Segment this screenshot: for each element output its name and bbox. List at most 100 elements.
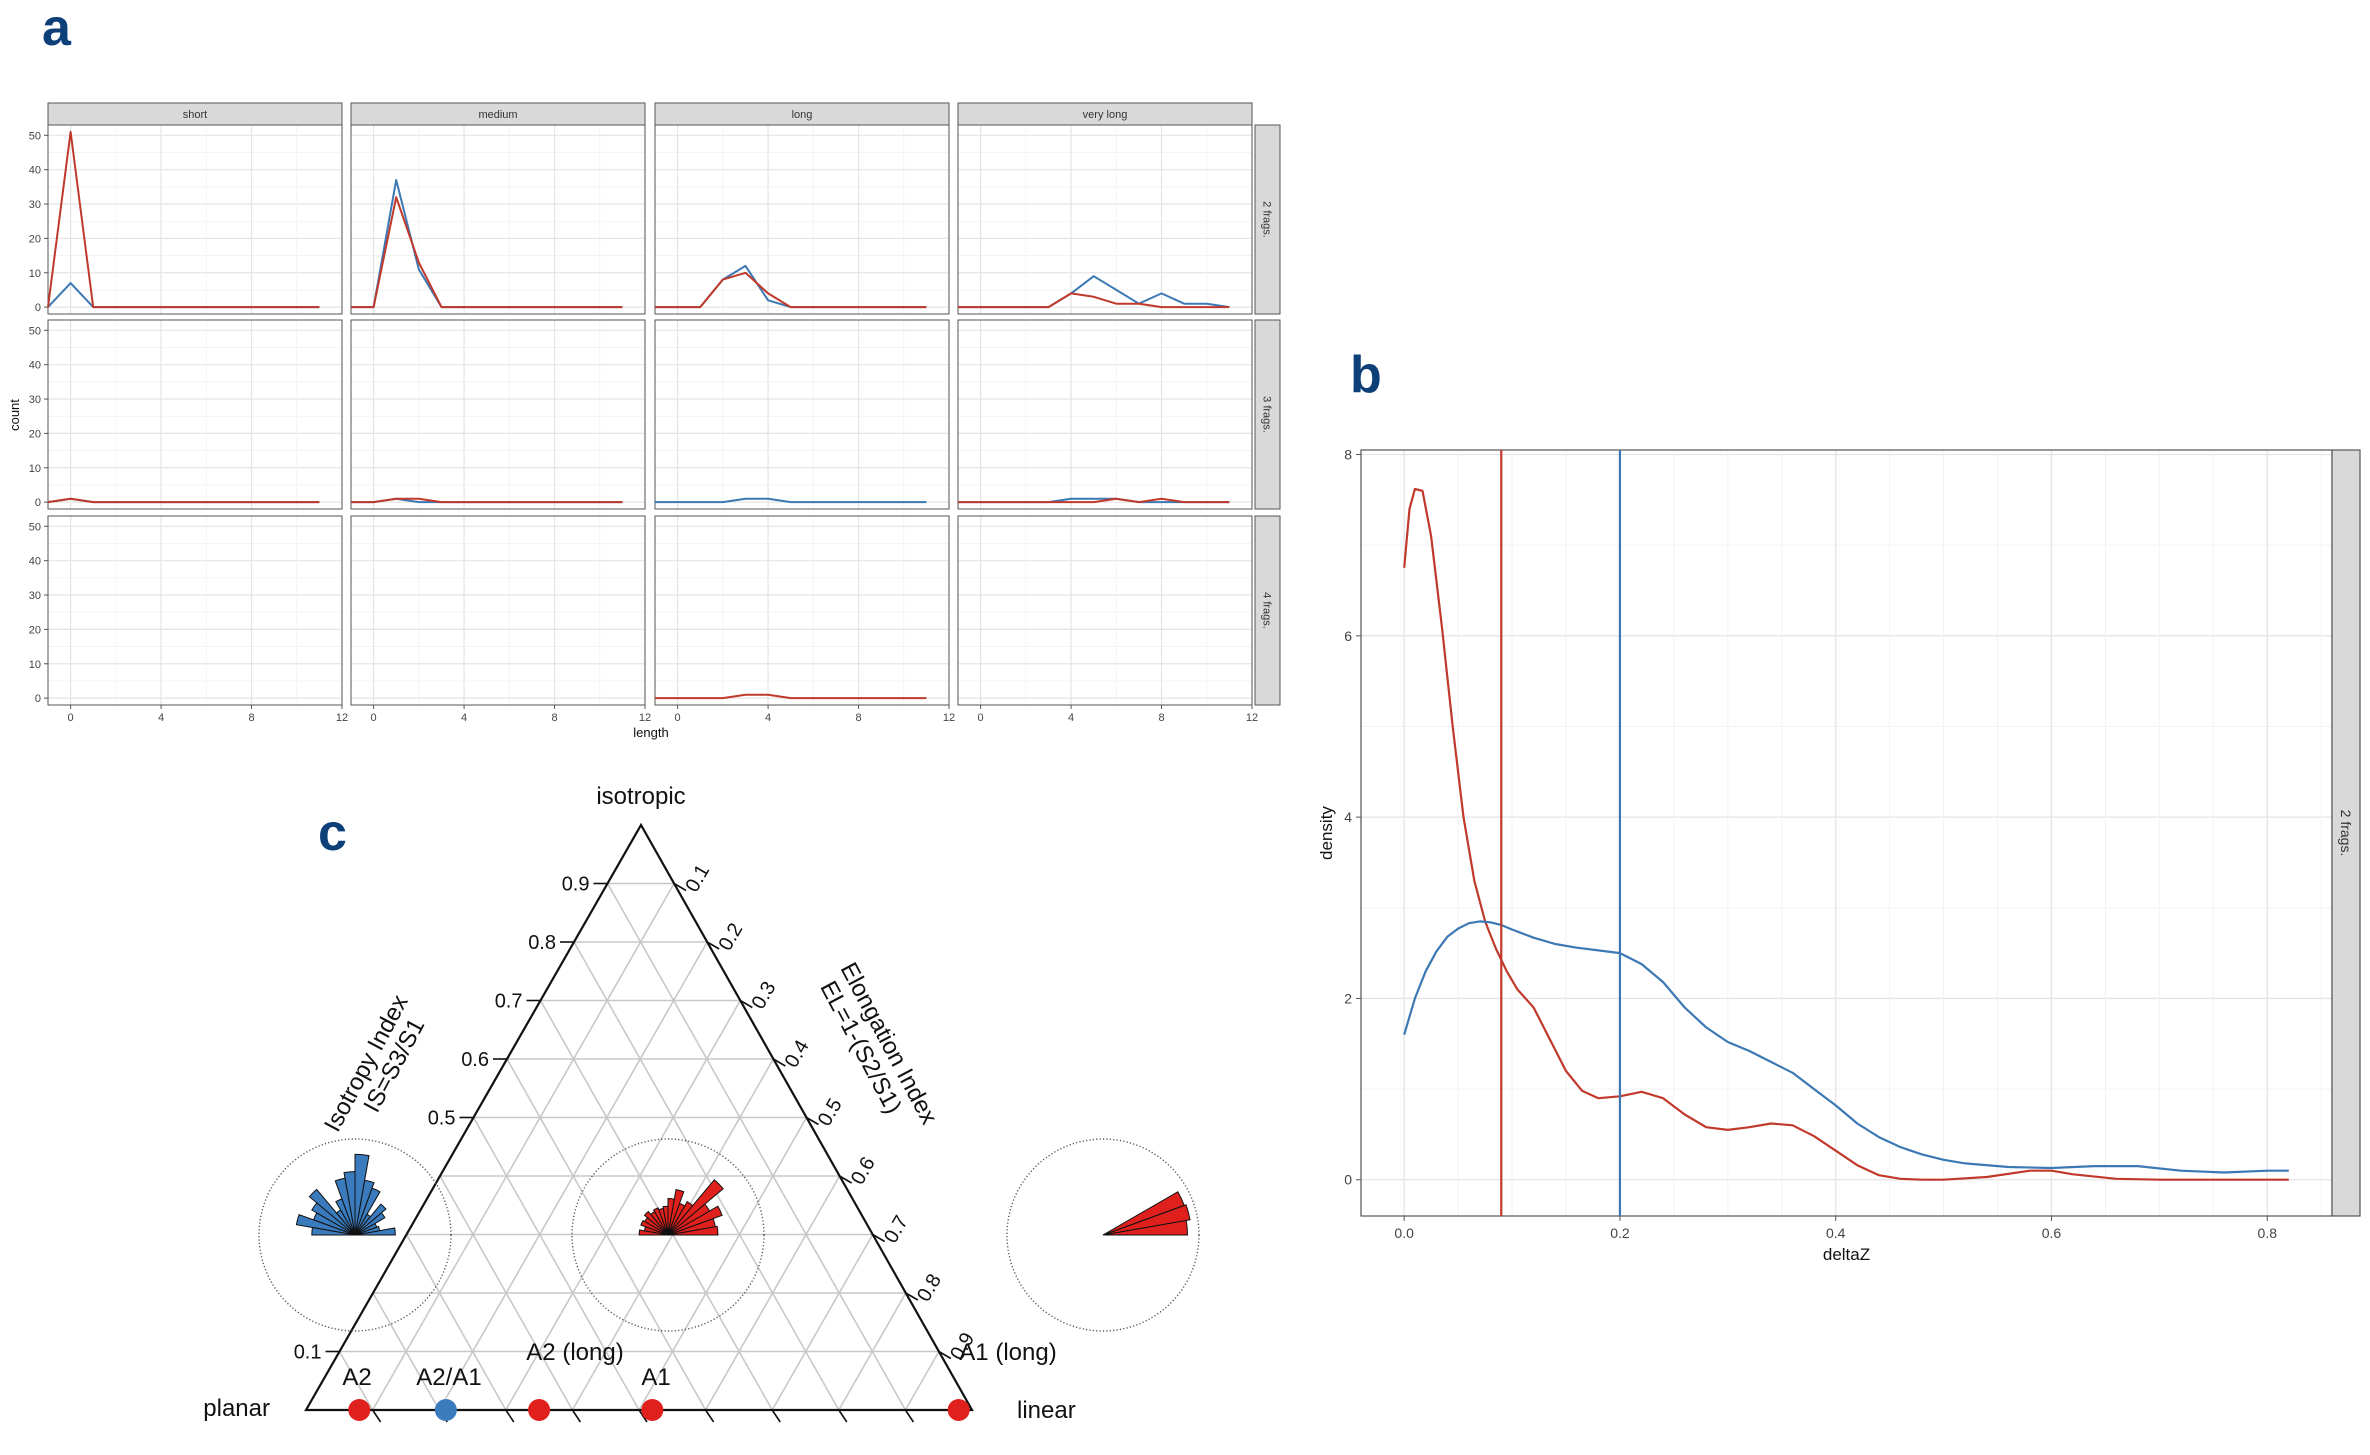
rose-petal [667,1189,685,1236]
right-axis-tick-label: 0.3 [748,978,781,1013]
facet-strip [2331,449,2361,1217]
bottom-axis-tick [638,1409,648,1423]
ternary-gridline [472,1117,640,1411]
y-tick-label: 10 [29,659,41,671]
ternary-gridline [338,1351,374,1411]
facet-strip [1254,515,1281,706]
ternary-gridline [904,1351,940,1411]
ternary-gridline [638,1117,808,1411]
x-tick-label: 8 [855,712,861,724]
y-tick-label: 0 [35,302,41,314]
y-tick-label: 0 [35,693,41,705]
rose-petal [1102,1191,1185,1236]
data-point-red [348,1399,371,1421]
rose-petal [354,1203,387,1236]
facet-border [654,319,950,510]
right-axis-tick [905,1292,919,1301]
right-axis-tick [872,1233,886,1243]
rose-petal [638,1229,669,1236]
x-tick-label: 8 [1158,712,1164,724]
ternary-gridline [539,1000,773,1411]
panel-letter-a: a [42,0,72,57]
y-tick-label: 50 [29,325,41,337]
series-line-red [351,497,623,504]
rose-outline [1006,1138,1200,1332]
facet-border [957,515,1253,706]
y-tick-label: 20 [29,624,41,636]
series-line-red [958,497,1230,504]
facet-border [654,124,950,315]
y-tick-label: 50 [29,521,41,533]
facet-strip-label: 2 frags. [2338,810,2354,857]
vertex-label-top: isotropic [596,783,685,810]
facet-border [350,515,646,706]
category-label: A2 (long) [526,1339,623,1366]
category-label: A2 [342,1364,371,1391]
y-tick-label: 30 [29,199,41,211]
right-axis-tick-label: 0.1 [681,861,714,896]
left-axis-tick-label: 0.7 [495,991,523,1013]
facet-strip-label: long [792,109,813,121]
series-line-red [655,271,927,309]
rose-petal [295,1213,356,1236]
rose-petal [667,1179,724,1236]
x-tick-label: 8 [248,712,254,724]
x-tick-label: 0.6 [2042,1225,2062,1241]
x-tick-label: 0.4 [1826,1225,1846,1241]
y-tick-label: 10 [29,463,41,475]
panel-letter-c: c [318,804,347,862]
ternary-gridline [505,1000,741,1411]
y-tick-label: 40 [29,165,41,177]
y-tick-label: 6 [1344,628,1352,644]
x-tick-label: 0 [675,712,681,724]
facet-panel [351,516,645,705]
facet-border [957,319,1253,510]
x-tick-label: 4 [461,712,467,724]
bottom-axis-tick [571,1409,582,1423]
facet-strip [1254,319,1281,510]
rose-outline [258,1138,452,1332]
series-line-red [958,292,1230,309]
facet-strip-label: very long [1083,109,1128,121]
ternary-gridline [838,1292,907,1411]
rose-petal [667,1205,723,1236]
x-tick-label: 0 [68,712,74,724]
x-tick-label: 0 [978,712,984,724]
bottom-axis-tick [505,1409,515,1423]
x-tick-label: 4 [158,712,164,724]
ternary-gridline [439,1175,574,1411]
x-tick-label: 0.2 [1610,1225,1630,1241]
bottom-axis-tick [904,1409,915,1423]
faceted-line-chart-a: short medium long very long 2 frags. 3 frags.… [7,102,1281,740]
y-tick-label: 2 [1344,990,1352,1006]
y-axis-title: density [1317,806,1336,860]
ternary-gridline [372,1292,440,1411]
facet-border [350,319,646,510]
ternary-gridline [405,1234,507,1411]
right-axis-tick [673,882,687,892]
bottom-axis-tick [771,1409,781,1423]
ternary-gridline [606,883,907,1411]
series-line-blue [655,497,927,504]
data-point-red [528,1399,551,1421]
x-tick-label: 12 [336,712,348,724]
y-tick-label: 20 [29,428,41,440]
data-point-red [947,1399,970,1421]
ternary-gridline [771,1234,874,1411]
facet-border [654,515,950,706]
y-tick-label: 10 [29,268,41,280]
y-tick-label: 30 [29,394,41,406]
right-axis-tick-label: 0.2 [714,919,747,954]
rose-petal [311,1226,356,1236]
series-line-red [351,196,623,309]
facet-border [47,515,343,706]
facet-panel [958,516,1252,705]
facet-strip-label: 3 frags. [1261,396,1273,433]
facet-border [350,124,646,315]
y-tick-label: 40 [29,556,41,568]
facet-panel [958,125,1252,314]
rose-petal [667,1201,694,1236]
facet-border [47,124,343,315]
y-tick-label: 40 [29,360,41,372]
